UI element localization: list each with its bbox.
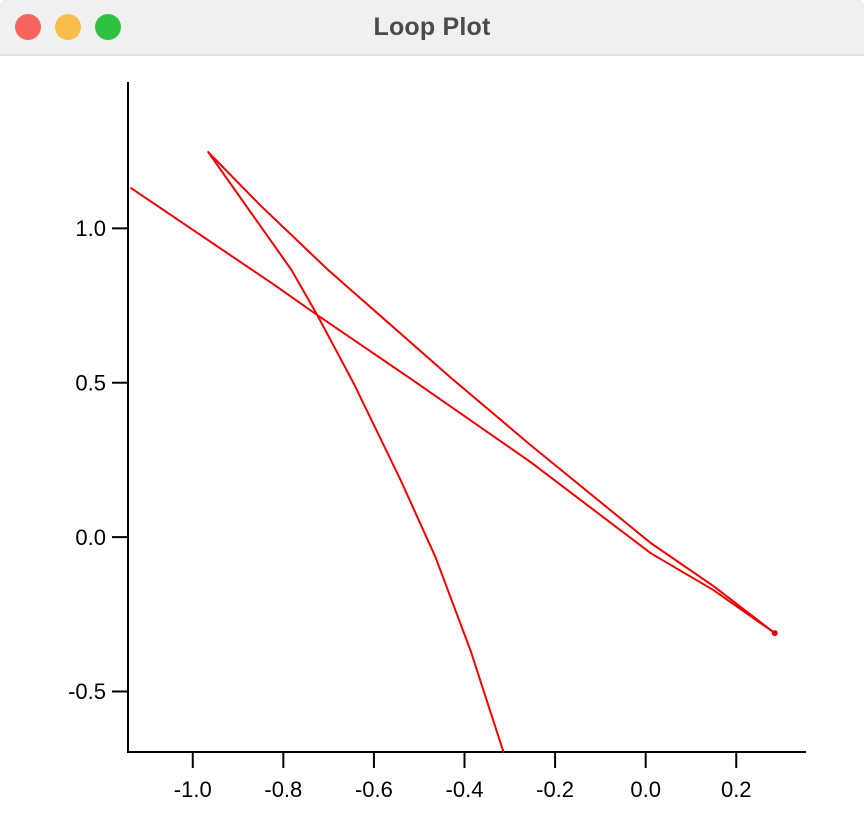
x-tick-label: -0.4 (446, 777, 484, 802)
y-tick-label: 1.0 (75, 216, 106, 241)
plot-canvas: -1.0 -0.8 -0.6 -0.4 -0.2 0.0 0.2 1.0 0.5 0.0 -0.5 (68, 82, 806, 802)
y-tick-label: 0.0 (75, 525, 106, 550)
y-tick-label: -0.5 (68, 679, 106, 704)
x-tick-label: -0.6 (355, 777, 393, 802)
title-bar[interactable]: Loop Plot (0, 0, 864, 56)
window-controls (15, 0, 121, 54)
x-tick-label: 0.0 (630, 777, 661, 802)
minimize-button[interactable] (55, 14, 81, 40)
x-tick-label: -1.0 (174, 777, 212, 802)
x-tick-label: -0.8 (264, 777, 302, 802)
x-tick-label: 0.2 (721, 777, 752, 802)
plot-area: -1.0 -0.8 -0.6 -0.4 -0.2 0.0 0.2 1.0 0.5 0.0 -0.5 (0, 56, 864, 836)
loop-trajectory-path (130, 151, 776, 753)
y-tick-label: 0.5 (75, 370, 106, 395)
x-tick-label: -0.2 (536, 777, 574, 802)
window-title: Loop Plot (373, 12, 491, 41)
close-button[interactable] (15, 14, 41, 40)
trajectory-endpoint-dot (771, 630, 778, 637)
zoom-button[interactable] (95, 14, 121, 40)
